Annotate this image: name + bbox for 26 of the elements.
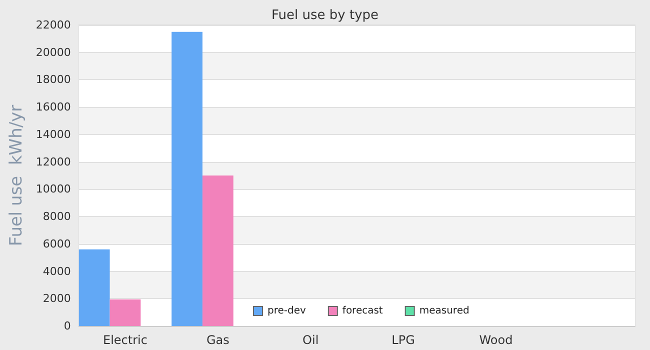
legend-label: forecast bbox=[342, 306, 383, 316]
y-tick-label: 2000 bbox=[42, 292, 71, 306]
y-tick-label: 10000 bbox=[36, 182, 71, 196]
legend-label: measured bbox=[419, 306, 470, 316]
y-tick-label: 14000 bbox=[36, 128, 71, 141]
y-tick-label: 18000 bbox=[36, 73, 71, 86]
x-tick-label: Oil bbox=[302, 333, 319, 347]
bar bbox=[172, 32, 202, 326]
y-tick-label: 8000 bbox=[42, 210, 71, 224]
x-tick-label: Electric bbox=[103, 333, 148, 347]
x-tick-label: Wood bbox=[479, 333, 513, 347]
x-tick-label: Gas bbox=[206, 333, 230, 347]
y-tick-label: 20000 bbox=[36, 46, 71, 59]
bar bbox=[202, 176, 234, 326]
y-tick-label: 6000 bbox=[42, 237, 71, 250]
y-tick-label: 22000 bbox=[36, 18, 71, 32]
chart-title: Fuel use by type bbox=[271, 8, 379, 23]
y-axis-title: Fuel use kWh/yr bbox=[6, 104, 26, 246]
bar bbox=[78, 249, 110, 326]
y-tick-label: 16000 bbox=[36, 100, 71, 114]
bar bbox=[110, 299, 141, 326]
y-tick-label: 0 bbox=[64, 320, 71, 332]
x-tick-label: LPG bbox=[392, 333, 415, 347]
legend-label: pre-dev bbox=[268, 306, 306, 316]
y-tick-label: 4000 bbox=[42, 264, 71, 278]
y-tick-label: 12000 bbox=[36, 155, 71, 168]
